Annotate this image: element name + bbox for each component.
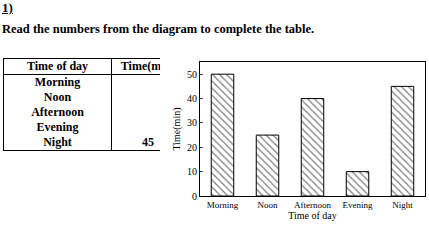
html-text:Time(min): Time(min) <box>120 59 176 73</box>
svg-text:Evening: Evening <box>343 200 373 210</box>
svg-text:30: 30 <box>187 117 197 128</box>
html-text:Noon: Noon <box>43 90 72 104</box>
svg-text:50: 50 <box>187 69 197 80</box>
html-text:Evening: Evening <box>36 120 79 134</box>
html-text:45: 45 <box>142 135 154 149</box>
svg-text:Afternoon: Afternoon <box>294 200 331 210</box>
html-text:Read the numbers from the diag: Read the numbers from the diagram to com… <box>2 22 315 36</box>
svg-text:10: 10 <box>187 166 197 177</box>
html-text:Morning: Morning <box>34 75 81 89</box>
svg-text:Time of day: Time of day <box>288 210 337 221</box>
svg-text:Noon: Noon <box>258 200 278 210</box>
svg-text:Time(min): Time(min) <box>171 108 183 151</box>
svg-text:20: 20 <box>187 142 197 153</box>
svg-text:Night: Night <box>392 200 413 210</box>
svg-text:40: 40 <box>187 93 197 104</box>
svg-text:Morning: Morning <box>207 200 239 210</box>
html-text:Time of day: Time of day <box>26 59 89 73</box>
svg-text:0: 0 <box>192 191 197 202</box>
html-text:Afternoon: Afternoon <box>31 105 84 119</box>
html-text:Night: Night <box>43 135 72 149</box>
html-text:1): 1) <box>2 0 13 15</box>
